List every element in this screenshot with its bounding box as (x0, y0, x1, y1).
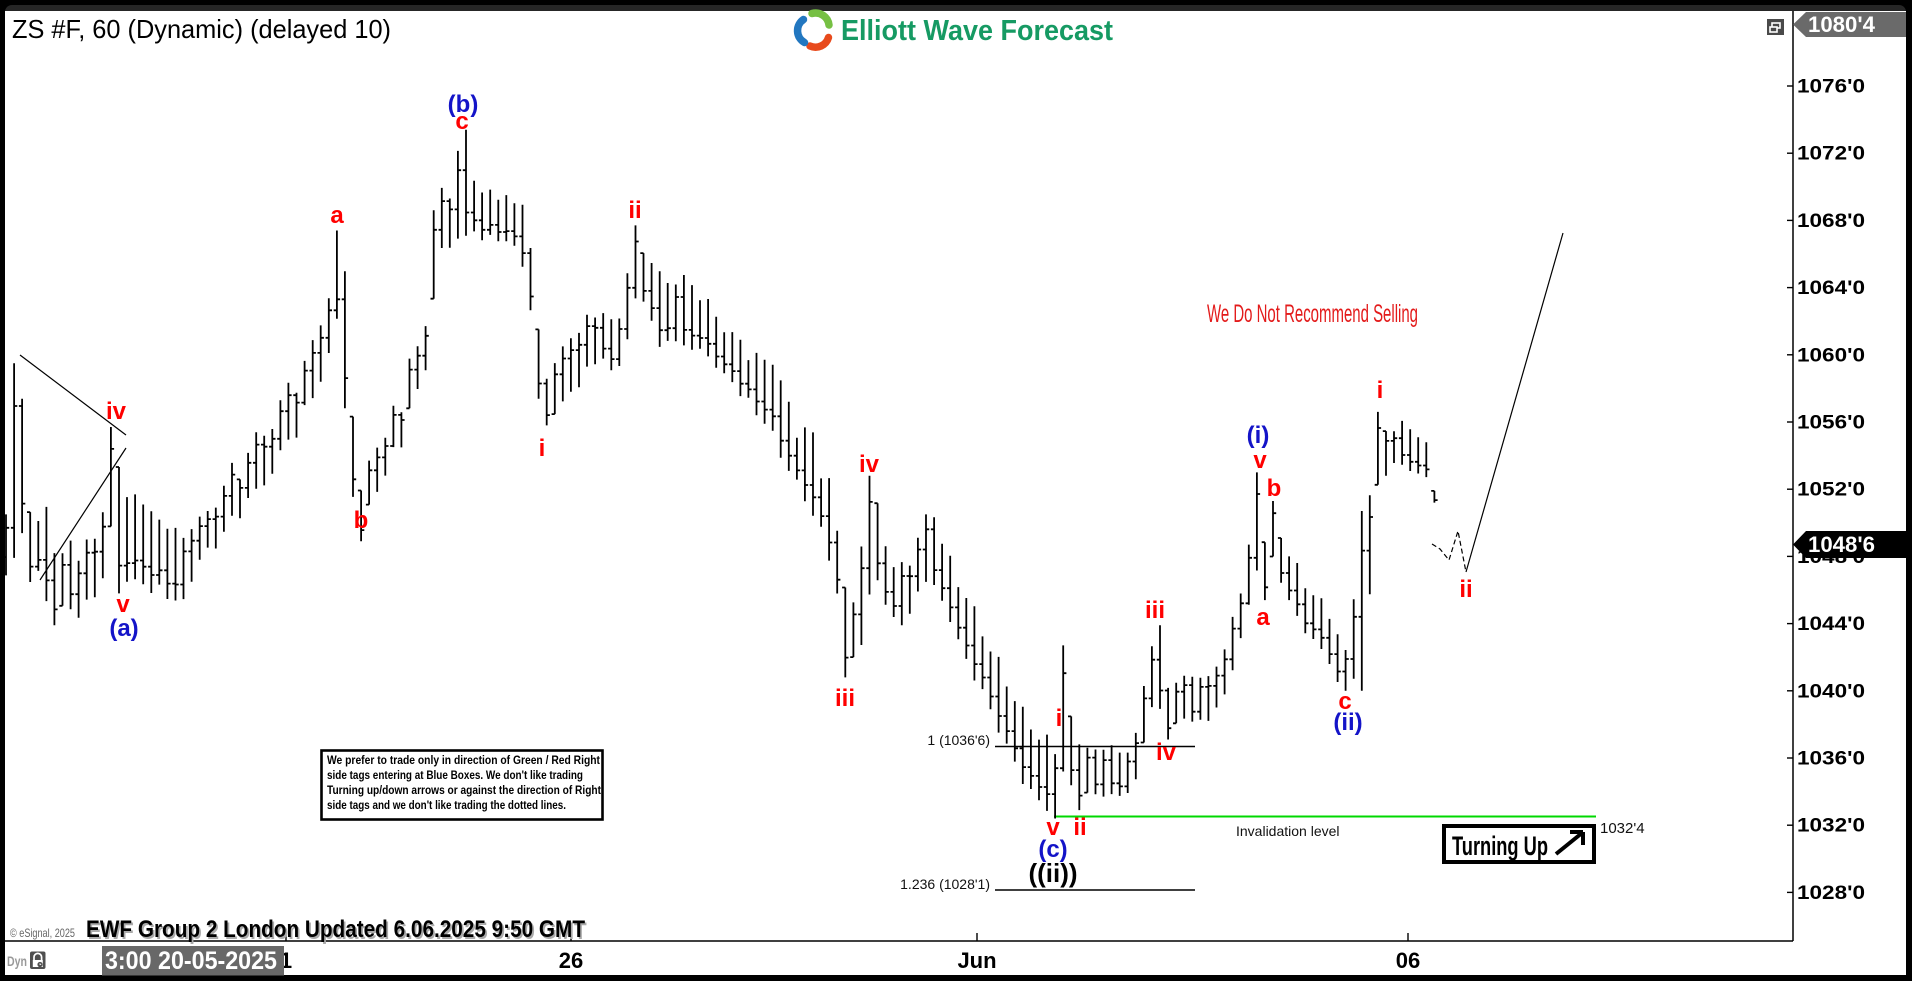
svg-text:1076'0: 1076'0 (1797, 76, 1865, 98)
svg-text:We Do Not Recommend Selling: We Do Not Recommend Selling (1207, 300, 1418, 328)
svg-text:c: c (455, 108, 468, 135)
svg-text:iii: iii (1145, 597, 1165, 624)
svg-text:iv: iv (106, 398, 127, 425)
svg-text:ii: ii (1459, 576, 1472, 603)
svg-text:We prefer to trade only in dir: We prefer to trade only in direction of … (327, 755, 600, 767)
svg-text:1064'0: 1064'0 (1797, 277, 1865, 299)
svg-text:EWF Group 2 London Updated 6.0: EWF Group 2 London Updated 6.06.2025 9:5… (86, 916, 585, 943)
svg-text:(c): (c) (1038, 836, 1067, 863)
svg-text:iii: iii (835, 685, 855, 712)
svg-text:ii: ii (628, 197, 641, 224)
svg-text:v: v (1046, 814, 1060, 841)
svg-text:06: 06 (1396, 948, 1420, 973)
svg-text:Turning Up: Turning Up (1452, 831, 1548, 861)
svg-text:1032'0: 1032'0 (1797, 815, 1865, 837)
svg-text:1080'4: 1080'4 (1808, 12, 1876, 37)
svg-text:1.236 (1028'1): 1.236 (1028'1) (900, 876, 990, 892)
svg-text:1072'0: 1072'0 (1797, 143, 1865, 165)
svg-text:Dyn: Dyn (7, 953, 27, 969)
svg-text:b: b (1267, 475, 1282, 502)
svg-text:(a): (a) (109, 615, 138, 642)
svg-text:© eSignal, 2025: © eSignal, 2025 (10, 926, 75, 940)
svg-text:1 (1036'6): 1 (1036'6) (927, 732, 990, 748)
svg-text:Elliott Wave Forecast: Elliott Wave Forecast (841, 15, 1113, 47)
svg-text:26: 26 (559, 948, 583, 973)
svg-text:Turning up/down arrows or agai: Turning up/down arrows or against the di… (327, 785, 601, 797)
svg-text:1040'0: 1040'0 (1797, 680, 1865, 702)
svg-text:1056'0: 1056'0 (1797, 412, 1865, 434)
svg-text:Invalidation level: Invalidation level (1236, 823, 1340, 839)
svg-text:i: i (1056, 705, 1063, 732)
svg-text:i: i (539, 435, 546, 462)
svg-text:1044'0: 1044'0 (1797, 613, 1865, 635)
svg-text:Jun: Jun (957, 948, 996, 973)
svg-text:c: c (1338, 688, 1351, 715)
svg-text:side tags and we don't like tr: side tags and we don't like trading the … (327, 800, 566, 812)
svg-text:v: v (116, 591, 130, 618)
svg-text:i: i (1377, 377, 1384, 404)
svg-text:1052'0: 1052'0 (1797, 479, 1865, 501)
svg-text:iv: iv (1156, 739, 1177, 766)
svg-text:a: a (1256, 604, 1270, 631)
svg-text:v: v (1253, 447, 1267, 474)
svg-text:1068'0: 1068'0 (1797, 210, 1865, 232)
svg-text:1028'0: 1028'0 (1797, 882, 1865, 904)
svg-text:1048'6: 1048'6 (1808, 532, 1875, 557)
svg-text:b: b (354, 507, 369, 534)
svg-text:ii: ii (1073, 814, 1086, 841)
svg-text:ZS #F, 60 (Dynamic) (delayed 1: ZS #F, 60 (Dynamic) (delayed 10) (12, 14, 391, 44)
svg-text:1032'4: 1032'4 (1600, 820, 1645, 837)
svg-text:side tags entering at Blue Box: side tags entering at Blue Boxes. We don… (327, 770, 583, 782)
svg-text:(b): (b) (448, 91, 479, 118)
svg-text:1060'0: 1060'0 (1797, 344, 1865, 366)
svg-text:(ii): (ii) (1333, 709, 1362, 736)
svg-text:a: a (330, 202, 344, 229)
svg-text:(i): (i) (1247, 422, 1270, 449)
svg-text:1036'0: 1036'0 (1797, 748, 1865, 770)
svg-text:3:00 20-05-2025: 3:00 20-05-2025 (105, 947, 277, 975)
svg-text:iv: iv (859, 451, 880, 478)
svg-text:((ii)): ((ii)) (1028, 858, 1077, 888)
